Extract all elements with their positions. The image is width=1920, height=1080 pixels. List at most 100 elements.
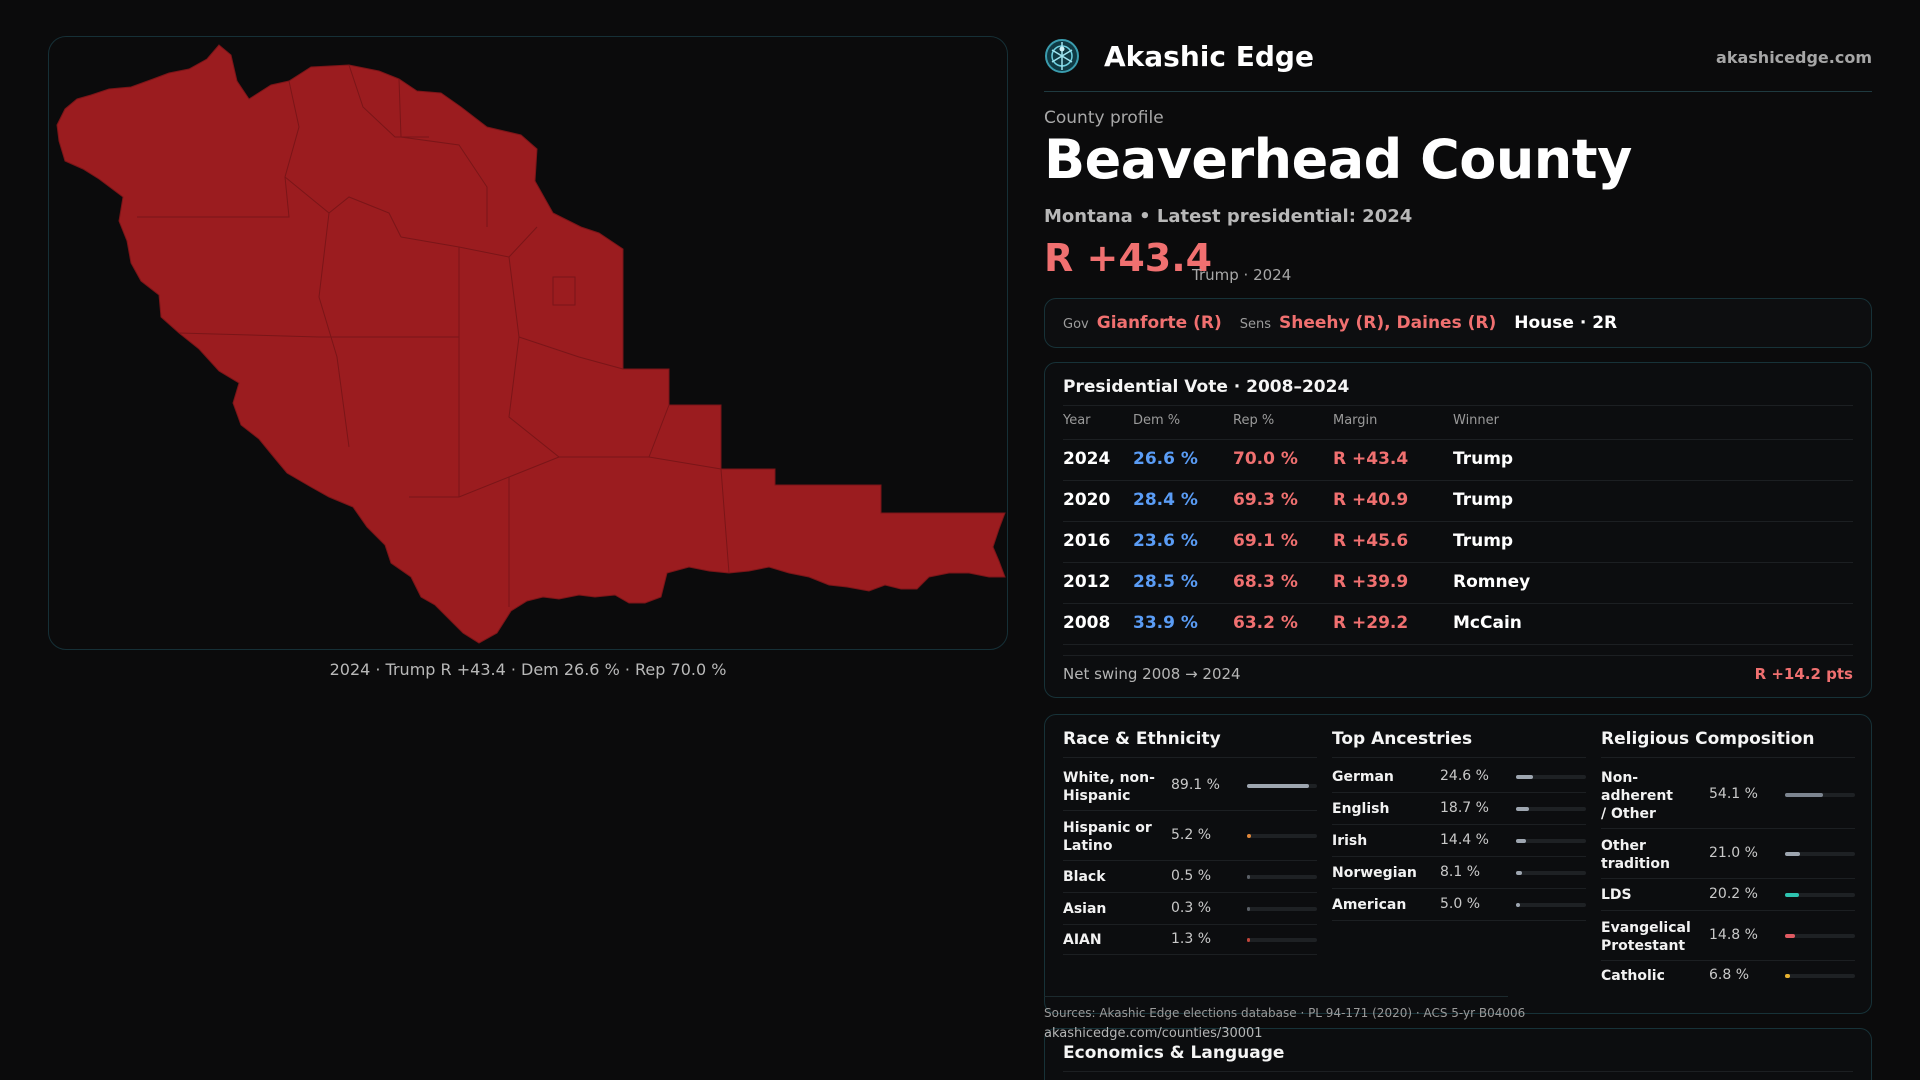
row-dem: 28.5 % xyxy=(1133,572,1198,592)
race-ethnicity-column: Race & Ethnicity White, non-Hispanic 89.… xyxy=(1063,715,1317,1015)
county-url-link[interactable]: akashicedge.com/counties/30001 xyxy=(1044,1026,1263,1041)
item-value: 1.3 % xyxy=(1171,931,1212,947)
item-value: 24.6 % xyxy=(1440,768,1489,784)
brand-url-link[interactable]: akashicedge.com xyxy=(1716,48,1872,67)
compass-globe-icon[interactable] xyxy=(1044,38,1080,74)
ancestry-column: Top Ancestries German 24.6 % English 18.… xyxy=(1332,715,1586,1015)
divider xyxy=(1063,655,1853,656)
list-item: Catholic 6.8 % xyxy=(1601,961,1855,991)
officials-bar: Gov Gianforte (R) Sens Sheehy (R), Daine… xyxy=(1044,298,1872,348)
divider xyxy=(1063,644,1853,645)
list-item: AIAN 1.3 % xyxy=(1063,925,1317,955)
bar-track xyxy=(1516,903,1586,907)
county-map-panel[interactable] xyxy=(48,36,1008,650)
sources-divider xyxy=(1044,996,1508,997)
profile-subtitle: Montana • Latest presidential: 2024 xyxy=(1044,206,1413,227)
table-row[interactable]: 2016 23.6 % 69.1 % R +45.6 Trump xyxy=(1045,521,1873,562)
brand-name[interactable]: Akashic Edge xyxy=(1104,40,1314,73)
list-item: English 18.7 % xyxy=(1332,793,1586,825)
item-value: 14.8 % xyxy=(1709,927,1758,943)
table-row[interactable]: 2024 26.6 % 70.0 % R +43.4 Trump xyxy=(1045,439,1873,480)
list-item: White, non-Hispanic 89.1 % xyxy=(1063,761,1317,811)
divider xyxy=(1063,439,1853,440)
divider xyxy=(1063,562,1853,563)
item-value: 20.2 % xyxy=(1709,886,1758,902)
bar-fill xyxy=(1785,893,1799,897)
bar-track xyxy=(1516,839,1586,843)
table-row[interactable]: 2008 33.9 % 63.2 % R +29.2 McCain xyxy=(1045,603,1873,644)
item-label: White, non-Hispanic xyxy=(1063,770,1155,804)
row-rep: 69.3 % xyxy=(1233,490,1298,510)
item-value: 6.8 % xyxy=(1709,967,1750,983)
bar-track xyxy=(1785,793,1855,797)
county-shape[interactable] xyxy=(56,44,1006,644)
senators-value: Sheehy (R), Daines (R) xyxy=(1279,313,1497,333)
net-swing-label: Net swing 2008 → 2024 xyxy=(1063,665,1241,683)
presidential-vote-title: Presidential Vote · 2008–2024 xyxy=(1063,377,1350,397)
bar-track xyxy=(1785,852,1855,856)
county-map[interactable] xyxy=(49,37,1007,649)
row-margin: R +29.2 xyxy=(1333,613,1409,633)
item-value: 89.1 % xyxy=(1171,777,1220,793)
divider xyxy=(1063,405,1853,406)
row-winner: Romney xyxy=(1453,572,1531,592)
item-label: Non-adherent / Other xyxy=(1601,770,1673,822)
religion-column: Religious Composition Non-adherent / Oth… xyxy=(1601,715,1855,1015)
headline-margin-note: Trump · 2024 xyxy=(1192,266,1292,284)
bar-track xyxy=(1516,775,1586,779)
row-year: 2008 xyxy=(1063,613,1111,633)
bar-track xyxy=(1785,974,1855,978)
list-item: LDS 20.2 % xyxy=(1601,879,1855,911)
item-label: Irish xyxy=(1332,833,1368,849)
table-row[interactable]: 2012 28.5 % 68.3 % R +39.9 Romney xyxy=(1045,562,1873,603)
list-item: Evangelical Protestant 14.8 % xyxy=(1601,911,1855,961)
bar-fill xyxy=(1516,903,1520,907)
list-item: Norwegian 8.1 % xyxy=(1332,857,1586,889)
item-value: 8.1 % xyxy=(1440,864,1481,880)
item-value: 18.7 % xyxy=(1440,800,1489,816)
bar-fill xyxy=(1247,938,1250,942)
item-label: Catholic xyxy=(1601,968,1665,984)
precinct-lines xyxy=(137,64,730,607)
item-value: 0.5 % xyxy=(1171,868,1212,884)
item-value: 0.3 % xyxy=(1171,900,1212,916)
governor-label: Gov xyxy=(1063,317,1089,332)
item-value: 5.0 % xyxy=(1440,896,1481,912)
row-winner: Trump xyxy=(1453,531,1514,551)
row-winner: Trump xyxy=(1453,449,1514,469)
divider xyxy=(1063,1071,1853,1072)
row-rep: 69.1 % xyxy=(1233,531,1298,551)
row-year: 2020 xyxy=(1063,490,1111,510)
divider xyxy=(1063,757,1317,758)
row-dem: 28.4 % xyxy=(1133,490,1198,510)
row-margin: R +40.9 xyxy=(1333,490,1409,510)
bar-track xyxy=(1247,784,1317,788)
bar-fill xyxy=(1785,934,1795,938)
row-dem: 26.6 % xyxy=(1133,449,1198,469)
bar-fill xyxy=(1247,875,1250,879)
list-item: Asian 0.3 % xyxy=(1063,893,1317,925)
list-item: German 24.6 % xyxy=(1332,761,1586,793)
item-label: German xyxy=(1332,769,1394,785)
item-label: English xyxy=(1332,801,1390,817)
list-item: Non-adherent / Other 54.1 % xyxy=(1601,761,1855,829)
item-label: LDS xyxy=(1601,887,1632,903)
column-header-winner: Winner xyxy=(1453,413,1500,428)
item-value: 5.2 % xyxy=(1171,827,1212,843)
item-label: Asian xyxy=(1063,901,1107,917)
list-item: Black 0.5 % xyxy=(1063,861,1317,893)
divider xyxy=(1063,603,1853,604)
item-label: Hispanic or Latino xyxy=(1063,820,1152,854)
item-label: Other tradition xyxy=(1601,838,1670,872)
brand-header: Akashic Edge akashicedge.com xyxy=(1044,36,1872,76)
row-margin: R +45.6 xyxy=(1333,531,1409,551)
row-rep: 70.0 % xyxy=(1233,449,1298,469)
race-ethnicity-title: Race & Ethnicity xyxy=(1063,729,1221,749)
item-label: AIAN xyxy=(1063,932,1102,948)
bar-fill xyxy=(1247,834,1251,838)
divider xyxy=(1601,757,1855,758)
bar-fill xyxy=(1247,907,1250,911)
row-dem: 33.9 % xyxy=(1133,613,1198,633)
table-row[interactable]: 2020 28.4 % 69.3 % R +40.9 Trump xyxy=(1045,480,1873,521)
row-year: 2012 xyxy=(1063,572,1111,592)
